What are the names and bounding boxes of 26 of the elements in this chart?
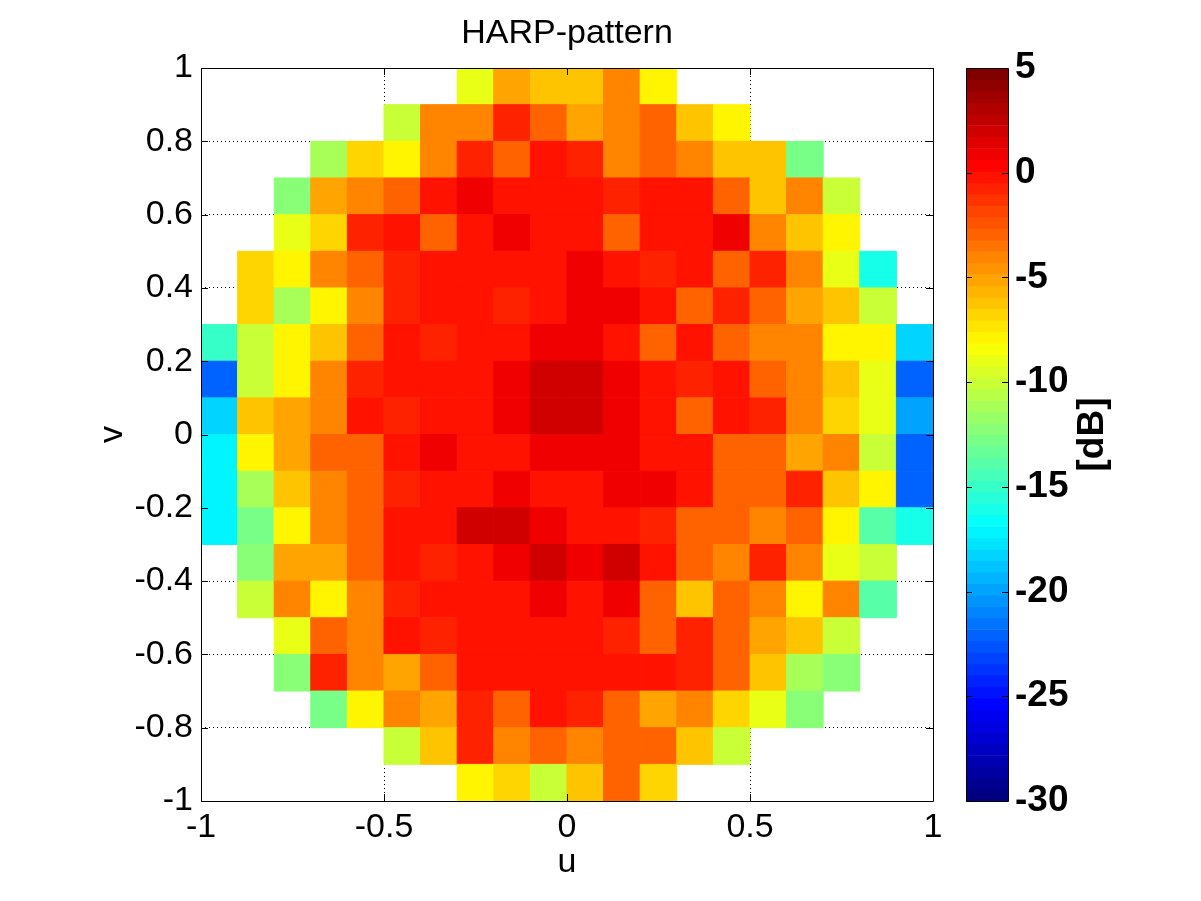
y-tick-label: -0.6 — [134, 632, 193, 671]
y-tick-label: 0.2 — [145, 339, 193, 378]
color-bar-label: -10 — [1015, 359, 1069, 401]
y-tick-label: -0.8 — [134, 706, 193, 745]
x-tick-label: 1 — [923, 805, 943, 844]
x-tick-label: 0.5 — [726, 805, 774, 844]
y-tick-label: 0.8 — [145, 119, 193, 158]
color-bar-title: [dB] — [1070, 397, 1112, 472]
color-bar-label: -15 — [1015, 464, 1069, 506]
x-tick-label: 0 — [557, 805, 577, 844]
y-tick-label: 1 — [174, 46, 193, 85]
y-tick-label: 0.6 — [145, 192, 193, 231]
color-bar-label: -25 — [1015, 673, 1069, 715]
x-axis-title: u — [557, 841, 577, 880]
y-tick-label: -0.4 — [134, 559, 193, 598]
y-tick-label: 0.4 — [145, 266, 193, 305]
y-tick-label: -0.2 — [134, 486, 193, 525]
color-bar-label: -30 — [1015, 778, 1069, 820]
y-tick-label: 0 — [174, 412, 193, 451]
color-bar-label: 5 — [1015, 45, 1036, 87]
color-bar-label: 0 — [1015, 149, 1036, 191]
color-bar-label: -20 — [1015, 568, 1069, 610]
x-tick-label: -0.5 — [354, 805, 414, 844]
color-bar-label: -5 — [1015, 254, 1048, 296]
y-axis-title: v — [91, 426, 130, 443]
chart-title: HARP-pattern — [461, 12, 673, 50]
